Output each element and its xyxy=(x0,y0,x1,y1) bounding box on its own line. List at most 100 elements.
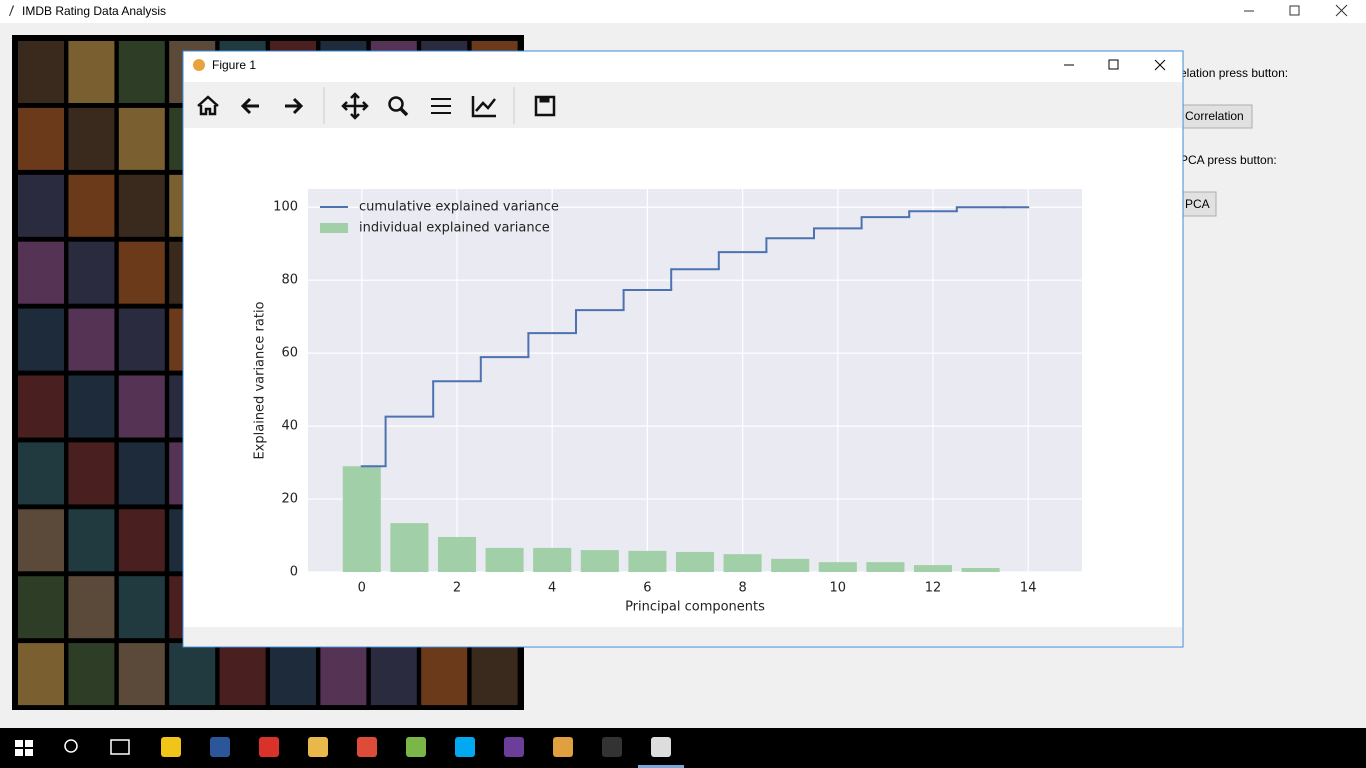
pan-tool[interactable] xyxy=(341,92,369,120)
restore-button[interactable] xyxy=(1289,5,1300,16)
taskbar-icons xyxy=(15,737,684,768)
bar xyxy=(723,554,762,572)
taskbar-app[interactable] xyxy=(602,737,622,757)
figure-close[interactable] xyxy=(1154,59,1166,71)
toolbar xyxy=(184,82,1182,128)
poster xyxy=(18,174,64,237)
poster xyxy=(68,107,115,170)
figure-title: Figure 1 xyxy=(212,58,256,72)
bar xyxy=(771,558,810,572)
bar xyxy=(866,562,905,572)
poster xyxy=(118,375,165,438)
poster xyxy=(68,442,115,505)
pca-prompt: PCA press button: xyxy=(1180,153,1277,167)
y-tick-label: 60 xyxy=(281,346,298,361)
poster xyxy=(18,107,64,170)
poster xyxy=(68,509,115,572)
bar xyxy=(818,562,857,572)
taskbar-app[interactable] xyxy=(161,737,181,757)
poster xyxy=(118,442,165,505)
poster xyxy=(118,107,165,170)
task-view-button xyxy=(110,739,130,755)
poster xyxy=(118,643,165,706)
poster xyxy=(18,41,64,103)
x-tick-label: 8 xyxy=(738,581,746,596)
forward-tool[interactable] xyxy=(285,97,304,115)
y-tick-label: 0 xyxy=(290,565,298,580)
y-tick-label: 80 xyxy=(281,273,298,288)
poster xyxy=(68,174,115,237)
y-tick-label: 20 xyxy=(281,492,298,507)
zoom-tool[interactable] xyxy=(388,96,404,112)
active-indicator xyxy=(638,765,684,768)
poster xyxy=(270,643,316,706)
poster xyxy=(118,41,165,103)
poster xyxy=(18,308,64,371)
bar xyxy=(913,565,953,572)
poster xyxy=(118,509,165,572)
bar xyxy=(437,536,477,572)
bar xyxy=(580,550,619,572)
poster xyxy=(169,643,216,706)
poster xyxy=(18,442,64,505)
x-tick-label: 4 xyxy=(548,581,556,596)
poster xyxy=(370,643,417,706)
poster xyxy=(18,241,64,304)
poster xyxy=(68,308,115,371)
zoom-tool-handle xyxy=(399,107,409,117)
close-button[interactable] xyxy=(1335,4,1348,17)
bar xyxy=(961,567,1000,572)
bar xyxy=(342,466,381,572)
save-tool-shutter xyxy=(539,96,550,103)
configure-tool[interactable] xyxy=(431,98,451,114)
poster xyxy=(118,308,165,371)
correlation-prompt: elation press button: xyxy=(1180,66,1288,80)
taskbar-app[interactable] xyxy=(504,737,524,757)
legend-label: individual explained variance xyxy=(359,221,550,236)
correlation-button-label: e Correlation xyxy=(1175,109,1244,123)
y-tick-label: 40 xyxy=(281,419,298,434)
app-titlebar xyxy=(0,0,1366,23)
x-tick-label: 0 xyxy=(358,581,366,596)
poster xyxy=(18,375,64,438)
taskbar-app[interactable] xyxy=(259,737,279,757)
bar xyxy=(628,550,667,572)
clock-time: 8:16 PM xyxy=(1260,731,1305,745)
back-tool[interactable] xyxy=(240,97,259,115)
taskbar-app[interactable] xyxy=(455,737,475,757)
taskbar-app[interactable] xyxy=(406,737,426,757)
x-tick-label: 12 xyxy=(925,581,942,596)
poster xyxy=(219,643,266,706)
legend-swatch xyxy=(320,223,348,233)
poster xyxy=(68,41,115,103)
start-button xyxy=(15,740,33,756)
taskbar-app[interactable] xyxy=(553,737,573,757)
poster xyxy=(471,643,518,706)
home-tool[interactable] xyxy=(197,95,219,116)
taskbar-app[interactable] xyxy=(210,737,230,757)
edit-tool[interactable] xyxy=(471,96,496,118)
language: SRP xyxy=(1221,740,1246,754)
poster xyxy=(18,643,64,706)
figure-icon xyxy=(193,59,205,71)
taskbar-app[interactable] xyxy=(651,737,671,757)
taskbar-app[interactable] xyxy=(308,737,328,757)
poster xyxy=(18,576,64,639)
poster xyxy=(118,174,165,237)
taskbar-app[interactable] xyxy=(357,737,377,757)
clock-date: 9/25/2017 xyxy=(1255,749,1309,763)
poster xyxy=(118,576,165,639)
poster xyxy=(18,509,64,572)
pca-button-label: e PCA xyxy=(1175,197,1210,211)
x-axis-label: Principal components xyxy=(625,600,765,615)
bar xyxy=(675,551,715,572)
app-title: IMDB Rating Data Analysis xyxy=(22,4,166,18)
status-bar xyxy=(184,627,1182,646)
plot-area xyxy=(308,189,1082,572)
bar xyxy=(533,547,572,572)
figure-maximize[interactable] xyxy=(1108,59,1119,70)
x-tick-label: 14 xyxy=(1020,581,1037,596)
search-button xyxy=(64,739,78,753)
